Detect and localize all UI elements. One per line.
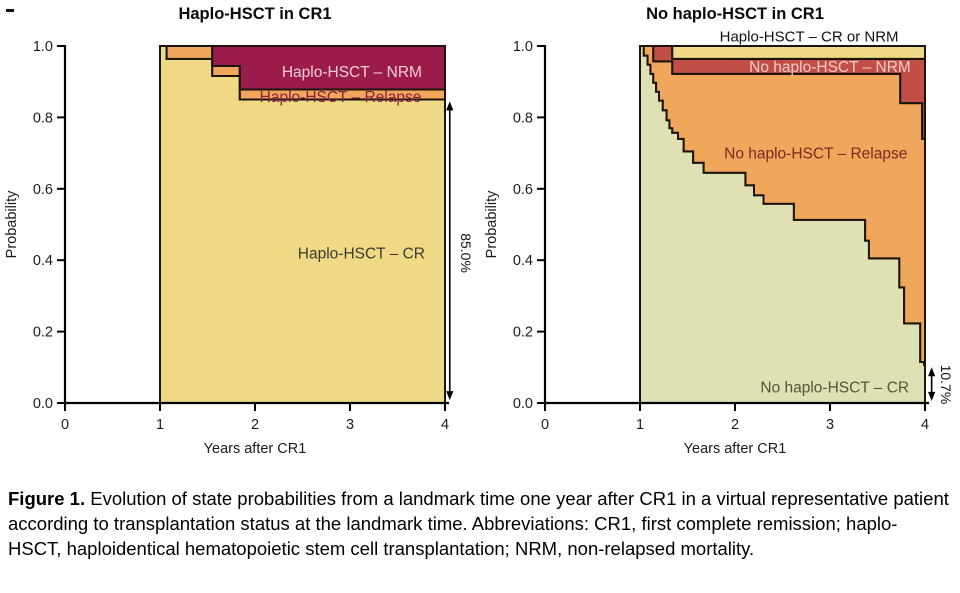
x-tick-label: 3 [826,417,834,433]
left-chart: 0.0 0.2 0.4 0.6 0.8 1.0 0 1 2 3 4 Years after CR1 Pr… [4,5,474,457]
region-label: No haplo-HSCT – CR [760,379,909,396]
region-label: Haplo-HSCT – CR [298,245,425,262]
x-tick-label: 4 [921,417,929,433]
annotation-percent-label: 85.0% [458,233,474,273]
arrowhead-down-icon [446,391,454,401]
arrowhead-up-icon [446,101,454,111]
y-tick-label: 0.2 [513,325,533,341]
y-tick-label: 0.6 [513,182,533,198]
charts-row: 0.0 0.2 0.4 0.6 0.8 1.0 0 1 2 3 4 Years after CR1 Pr… [0,0,960,472]
y-tick-label: 0.0 [513,396,533,412]
region-label: No haplo-HSCT – Relapse [724,146,907,163]
annotation-percent-label: 10.7% [938,365,954,405]
y-tick-label: 0.6 [33,182,53,198]
x-tick-label: 0 [541,417,549,433]
y-tick-label: 0.0 [33,396,53,412]
area-layer [640,45,926,60]
y-tick-label: 0.8 [33,110,53,126]
x-tick-label: 0 [61,417,69,433]
figure-caption: Figure 1. Evolution of state probabiliti… [8,486,950,561]
chart-title: No haplo-HSCT in CR1 [646,5,824,23]
arrowhead-up-icon [928,367,936,377]
right-chart-panel: 0.0 0.2 0.4 0.6 0.8 1.0 0 1 2 3 4 Years after CR1 Pr… [480,0,960,472]
x-tick-label: 3 [346,417,354,433]
y-axis-title: Probability [4,190,20,258]
region-label: Haplo-HSCT – CR or NRM [720,28,899,45]
region-label: Haplo-HSCT – NRM [282,64,422,81]
region-label: No haplo-HSCT – NRM [749,59,911,76]
stray-mark-artifact [6,9,14,12]
y-tick-label: 1.0 [513,39,533,55]
x-tick-label: 1 [156,417,164,433]
x-tick-label: 2 [251,417,259,433]
x-tick-label: 2 [731,417,739,433]
y-tick-label: 0.2 [33,325,53,341]
x-axis-title: Years after CR1 [204,441,307,457]
y-tick-label: 0.4 [33,253,53,269]
x-tick-label: 1 [636,417,644,433]
chart-title: Haplo-HSCT in CR1 [178,5,331,23]
y-tick-label: 1.0 [33,39,53,55]
x-axis-title: Years after CR1 [684,441,787,457]
area-layer [160,45,446,91]
area-layer [640,45,926,366]
y-axis-title: Probability [484,190,500,258]
x-tick-label: 4 [441,417,449,433]
right-chart: 0.0 0.2 0.4 0.6 0.8 1.0 0 1 2 3 4 Years after CR1 Pr… [484,5,954,457]
figure-caption-text: Evolution of state probabilities from a … [8,488,949,560]
figure-caption-label: Figure 1. [8,488,86,509]
arrowhead-down-icon [928,391,936,401]
region-label: Haplo-HSCT – Relapse [260,89,422,106]
left-chart-panel: 0.0 0.2 0.4 0.6 0.8 1.0 0 1 2 3 4 Years after CR1 Pr… [0,0,480,472]
y-tick-label: 0.8 [513,110,533,126]
y-tick-label: 0.4 [513,253,533,269]
